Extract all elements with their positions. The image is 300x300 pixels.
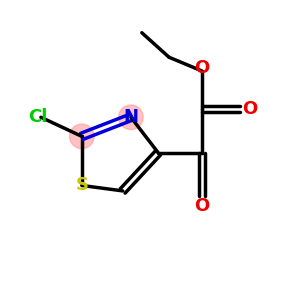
- Text: Cl: Cl: [28, 108, 48, 126]
- Text: S: S: [75, 176, 88, 194]
- Text: N: N: [123, 108, 138, 126]
- Text: O: O: [242, 100, 257, 118]
- Circle shape: [70, 124, 94, 148]
- Text: O: O: [194, 59, 209, 77]
- Circle shape: [118, 105, 143, 130]
- Text: O: O: [194, 197, 209, 215]
